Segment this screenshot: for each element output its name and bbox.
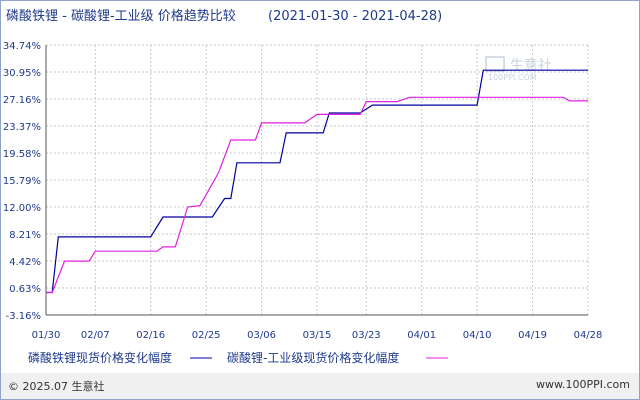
x-tick-label: 04/28	[574, 330, 603, 341]
x-tick-label: 01/30	[32, 330, 61, 341]
series-line-1	[46, 96, 588, 294]
y-tick-label: 19.58%	[3, 149, 41, 160]
y-tick-label: 8.21%	[9, 230, 41, 241]
series-line-0	[46, 69, 588, 294]
x-tick-label: 03/23	[352, 330, 381, 341]
y-tick-label: 34.74%	[3, 41, 41, 52]
legend-label-1: 碳酸锂-工业级现货价格变化幅度	[227, 350, 399, 365]
footer-copyright: © 2025.07 生意社	[8, 380, 105, 393]
y-tick-label: -3.16%	[6, 311, 41, 322]
x-tick-label: 04/01	[407, 330, 436, 341]
x-tick-label: 04/10	[463, 330, 492, 341]
x-axis-ticks: 01/30 02/07 02/16 02/25 03/06 03/15 03/23 04/01…	[32, 330, 603, 341]
chart-grid	[45, 44, 589, 316]
y-tick-label: 12.00%	[3, 203, 41, 214]
legend: 磷酸铁锂现货价格变化幅度 碳酸锂-工业级现货价格变化幅度	[28, 350, 448, 365]
y-tick-label: 27.16%	[3, 95, 41, 106]
chart-date-range: (2021-01-30 - 2021-04-28)	[268, 9, 442, 24]
footer-bar	[1, 373, 639, 399]
y-axis-ticks: 34.74% 30.95% 27.16% 23.37% 19.58% 15.79% 12.0…	[3, 41, 41, 322]
x-tick-label: 03/15	[303, 330, 332, 341]
y-tick-label: 4.42%	[9, 257, 41, 268]
legend-label-0: 磷酸铁锂现货价格变化幅度	[28, 350, 172, 365]
chart-title: 磷酸铁锂 - 碳酸锂-工业级 价格趋势比较	[6, 8, 236, 24]
x-tick-label: 03/06	[247, 330, 276, 341]
x-tick-label: 02/16	[136, 330, 165, 341]
footer-site-link[interactable]: www.100PPI.com	[536, 378, 630, 391]
watermark-logo-icon	[485, 56, 505, 72]
y-tick-label: 30.95%	[3, 68, 41, 79]
x-tick-label: 02/07	[81, 330, 110, 341]
watermark-url: 100PPI.COM	[488, 73, 537, 82]
x-tick-label: 04/19	[518, 330, 547, 341]
y-tick-label: 15.79%	[3, 176, 41, 187]
series-group	[46, 69, 588, 294]
x-tick-label: 02/25	[192, 330, 221, 341]
y-tick-label: 23.37%	[3, 122, 41, 133]
y-tick-label: 0.63%	[9, 284, 41, 295]
